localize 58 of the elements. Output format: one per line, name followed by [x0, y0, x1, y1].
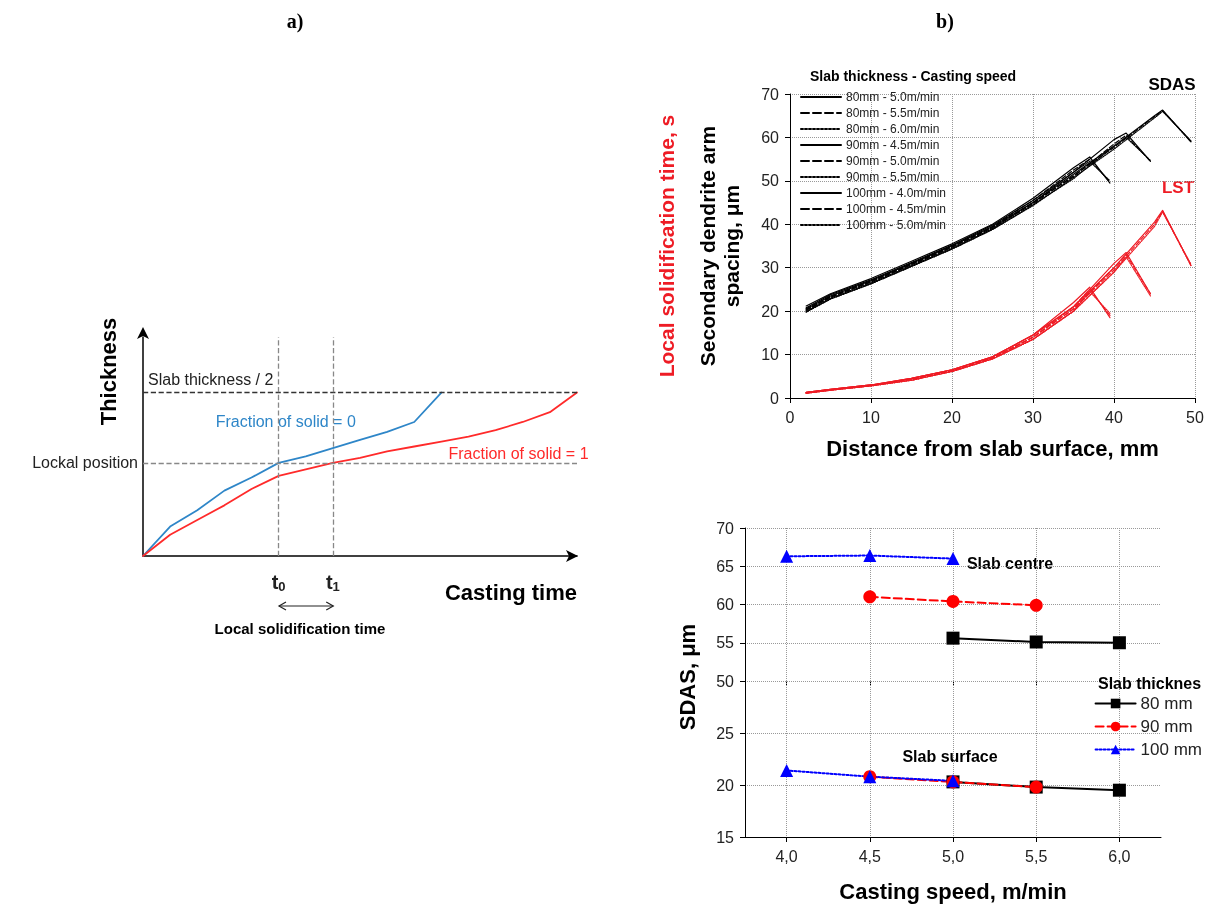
ref-line-label: Slab thickness / 2	[148, 371, 274, 389]
y-tick-label: 50	[761, 172, 780, 190]
y-axis-title: SDAS, μm	[674, 623, 700, 731]
y-tick-label: 20	[716, 776, 735, 794]
annotation: Slab surface	[902, 747, 998, 765]
y-tick-label: 0	[770, 389, 780, 407]
y-tick-label: 25	[716, 724, 735, 742]
x-tick-label: 4,0	[775, 847, 798, 865]
legend-label: 90mm - 5.0m/min	[846, 154, 940, 168]
x-axis-title: Casting speed, m/min	[839, 879, 1067, 904]
x-tick-label: 5,5	[1025, 847, 1048, 865]
text: Local solidification time	[214, 619, 386, 637]
legend-label: 100mm - 5.0m/min	[846, 218, 947, 232]
x-tick-label: 40	[1105, 408, 1123, 426]
y-tick-label: 70	[716, 519, 735, 537]
y-axis-title: Thickness	[95, 317, 121, 426]
legend-label: 90 mm	[1140, 717, 1193, 736]
x-tick-label: 30	[1024, 408, 1042, 426]
legend-label: 100mm - 4.0m/min	[846, 186, 947, 200]
x-axis-title: Casting time	[444, 580, 577, 606]
legend-label: 90mm - 5.5m/min	[846, 170, 940, 184]
x-tick-label: 0	[785, 408, 795, 426]
legend-label: 100mm - 4.5m/min	[846, 202, 947, 216]
legend-label: 80 mm	[1140, 694, 1193, 713]
y-tick-label: 50	[716, 672, 735, 690]
chart-title: b)	[936, 10, 954, 33]
y-tick-label: 30	[761, 259, 780, 277]
legend-label: 80mm - 5.0m/min	[846, 90, 940, 104]
x-tick-label: 5,0	[941, 847, 965, 865]
x-tick-label: 50	[1186, 408, 1204, 426]
y-tick-label: 55	[716, 634, 735, 652]
text: SDAS	[1148, 74, 1196, 94]
x-tick-label: 6,0	[1108, 847, 1131, 865]
legend-label: 90mm - 4.5m/min	[846, 138, 940, 152]
chart-title: a)	[286, 10, 304, 33]
x-tick-label: 20	[943, 408, 961, 426]
legend-title: Slab thickness - Casting speed	[810, 68, 1017, 84]
y-tick-label: 40	[761, 215, 780, 233]
x-axis-title: Distance from slab surface, mm	[826, 436, 1159, 462]
series-label: Fraction of solid = 0	[215, 412, 356, 430]
x-tick-label: 4,5	[858, 847, 882, 865]
y-tick-label: 10	[761, 346, 780, 364]
legend-label: 100 mm	[1140, 740, 1203, 759]
y2-axis-title: Local solidification time, s	[654, 114, 678, 378]
ref-line-label: Lockal position	[32, 454, 138, 472]
y-axis-title: Secondary dendrite arm spacing, μm	[696, 125, 744, 367]
legend-label: 80mm - 5.5m/min	[846, 106, 940, 120]
y-tick-label: 70	[761, 85, 780, 103]
y-tick-label: 60	[761, 128, 780, 146]
y-tick-label: 20	[761, 302, 780, 320]
y-tick-label: 65	[716, 557, 735, 575]
legend-label: 80mm - 6.0m/min	[846, 122, 940, 136]
x-tick-label: 10	[862, 408, 880, 426]
series-label: Fraction of solid = 1	[448, 445, 589, 463]
y-tick-label: 15	[716, 828, 735, 846]
y-tick-label: 60	[716, 596, 735, 613]
annotation: Slab centre	[966, 554, 1054, 572]
legend-title: Slab thicknes	[1098, 674, 1202, 692]
